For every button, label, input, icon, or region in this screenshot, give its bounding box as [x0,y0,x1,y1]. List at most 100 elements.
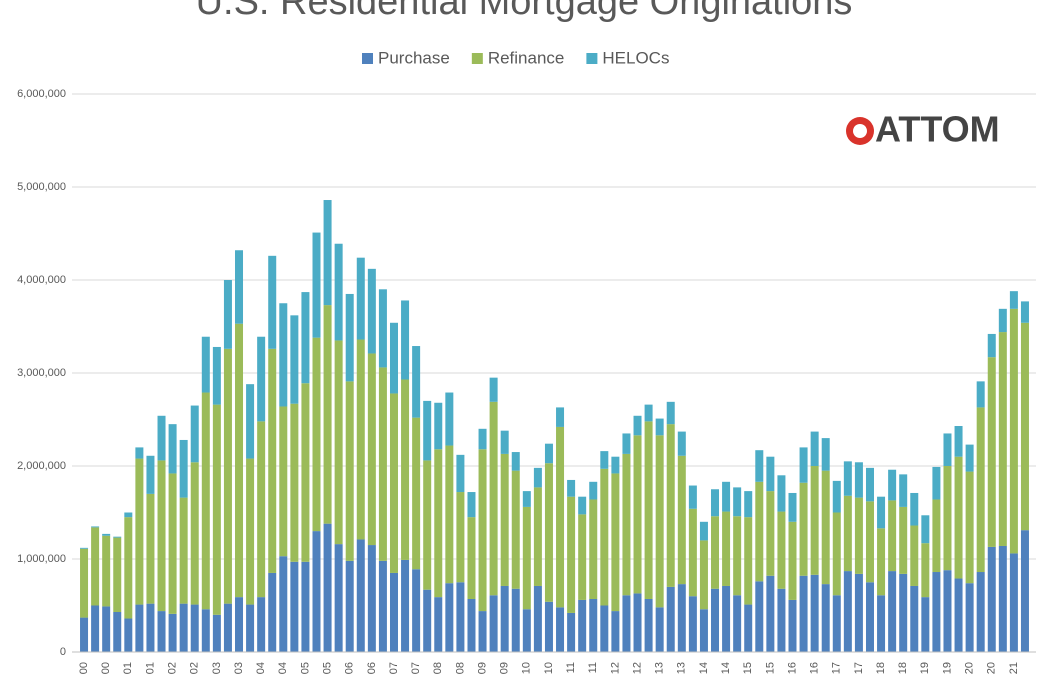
bar-segment [179,603,188,652]
bar-segment [312,232,321,338]
bar-segment [235,323,244,598]
bar-segment [921,543,930,598]
bar-segment [235,250,244,324]
bar-segment [611,611,620,652]
bar-segment [445,392,454,446]
x-tick-label: 20 [986,662,998,674]
x-tick-label: 17 [831,662,843,674]
bar-segment [556,407,565,427]
bar-segment [877,595,886,652]
bar-segment [688,485,697,509]
bar-segment [688,596,697,652]
bar-segment [910,525,919,586]
x-tick-label: 11 [587,662,599,673]
x-tick-label: 11 [565,662,577,673]
bar-segment [899,474,908,507]
x-tick-label: 09 [476,662,488,674]
x-tick-label: 04 [277,662,289,674]
bar-segment [976,572,985,652]
bar-segment [777,588,786,652]
x-tick-label: 19 [941,662,953,674]
bar-segment [578,496,587,515]
bar-segment [401,559,410,652]
bar-segment [644,404,653,422]
bar-segment [312,531,321,652]
bar-segment [301,561,310,652]
bar-segment [976,381,985,408]
bar-segment [699,540,708,610]
bar-segment [910,492,919,526]
bar-segment [766,456,775,492]
x-tick-label: 09 [499,662,511,674]
bar-segment [102,606,111,652]
bar-segment [788,599,797,652]
bar-segment [257,336,266,422]
bar-segment [655,418,664,436]
bar-segment [699,521,708,541]
bar-segment [932,466,941,500]
bar-segment [467,492,476,518]
bar-segment [135,458,144,605]
bar-segment [434,597,443,652]
bar-segment [544,601,553,652]
bar-segment [301,383,310,562]
bar-segment [345,560,354,652]
bar-segment [843,495,852,572]
bar-segment [124,618,133,652]
bar-segment [201,336,210,393]
bar-segment [854,462,863,498]
bar-segment [544,443,553,464]
bar-segment [157,415,166,461]
bar-segment [146,493,155,604]
bar-segment [367,545,376,652]
y-tick-label: 0 [60,646,66,658]
bar-segment [356,539,365,652]
logo-text: ATTOM [875,109,1000,150]
bar-segment [766,575,775,652]
bar-segment [323,523,332,652]
bar-segment [257,421,266,598]
bar-segment [345,381,354,561]
bar-segment [511,588,520,652]
x-tick-label: 04 [255,662,267,674]
bar-segment [655,607,664,652]
x-tick-label: 10 [521,662,533,674]
bar-segment [423,400,432,461]
bar-segment [877,496,886,529]
bar-segment [755,450,764,482]
bar-segment [810,466,819,575]
bar-segment [578,514,587,600]
bar-segment [965,444,974,472]
bar-segment [268,572,277,652]
x-tick-label: 19 [919,662,931,674]
bar-segment [467,598,476,652]
bar-segment [821,584,830,652]
bar-segment [80,548,89,618]
bar-segment [644,421,653,599]
bar-segment [943,466,952,571]
bar-segment [810,574,819,652]
bar-segment [511,452,520,471]
bar-segment [611,456,620,474]
legend-swatch [362,53,373,64]
bar-segment [832,595,841,652]
bar-segment [179,497,188,604]
bar-segment [489,595,498,652]
bar-segment [954,578,963,652]
bar-segment [456,492,465,583]
bar-segment [478,428,487,450]
x-tick-label: 07 [410,662,422,674]
bar-segment [334,243,343,341]
bar-segment [666,586,675,652]
bar-segment [788,492,797,522]
bar-segment [567,612,576,652]
bar-segment [578,599,587,652]
bar-segment [212,404,221,615]
bar-segment [334,340,343,545]
bar-segment [500,430,509,454]
bar-segment [998,308,1007,333]
bar-segment [135,604,144,652]
bar-segment [533,585,542,652]
